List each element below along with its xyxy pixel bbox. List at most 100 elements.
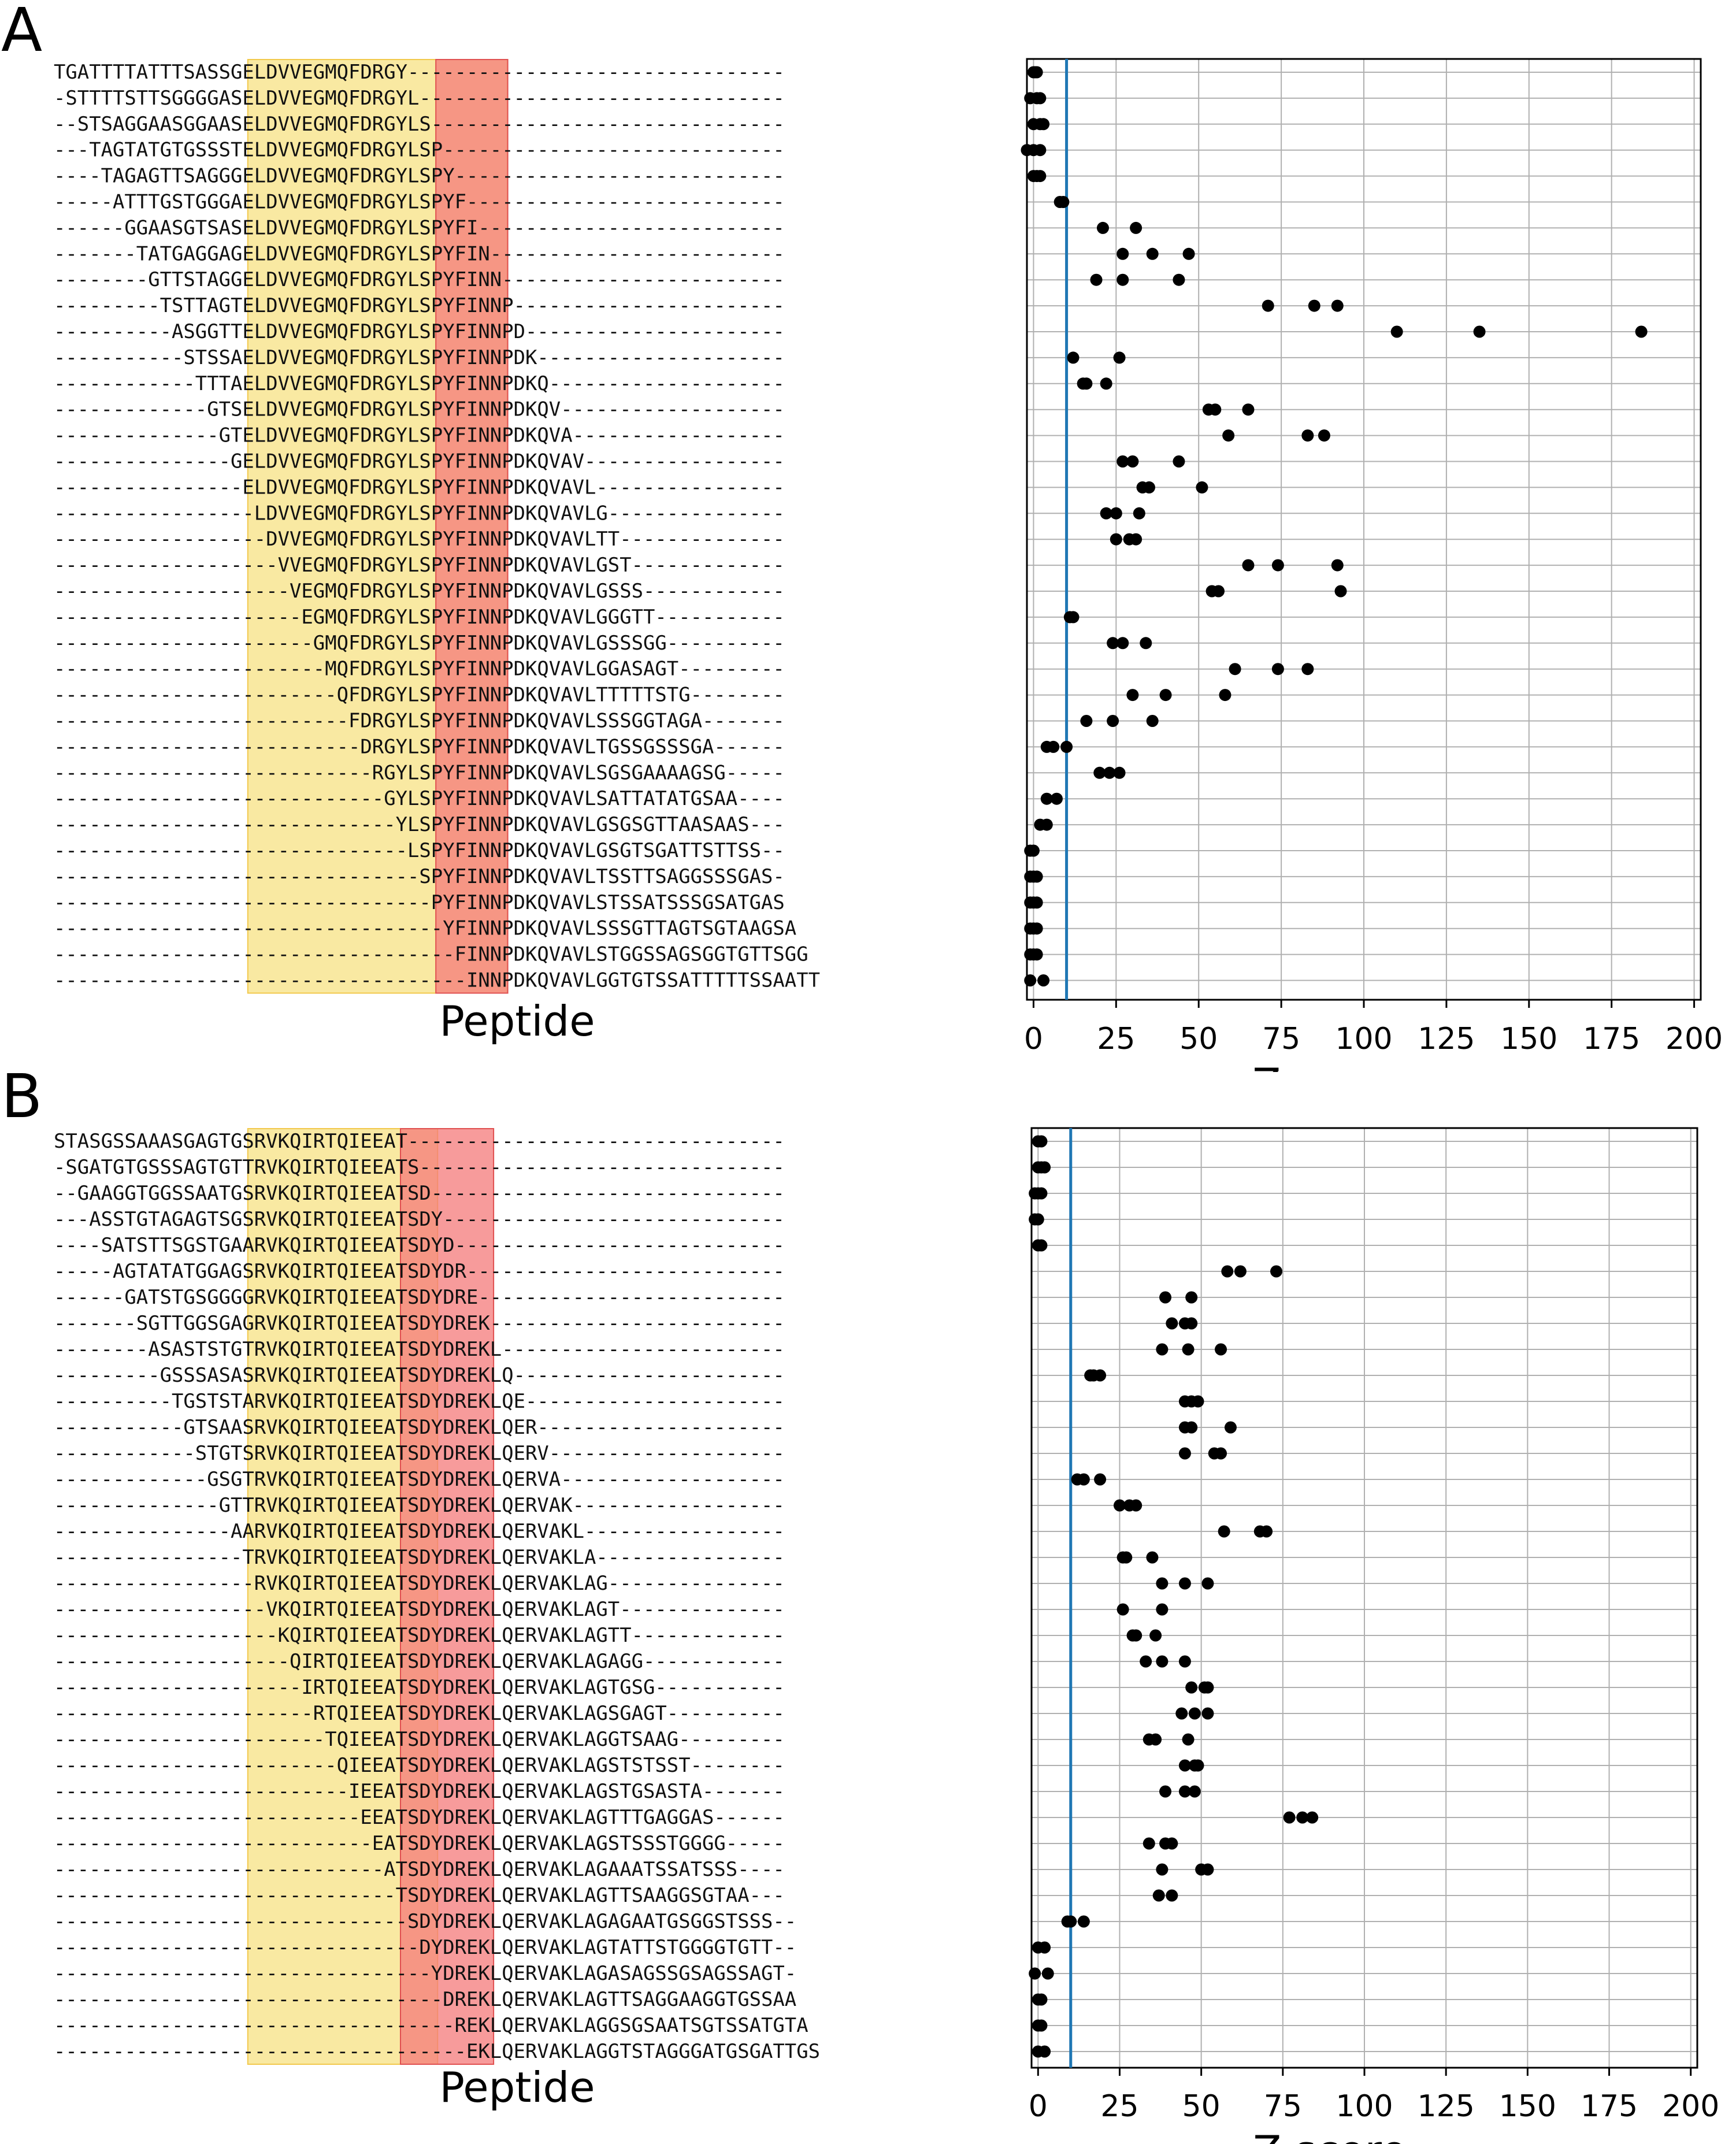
sequence-row: ---------------AARVKQIRTQIEEATSDYDREKLQE… bbox=[54, 1520, 785, 1542]
sequence-row: ---------TSTTAGTELDVVEGMQFDRGYLSPYFINNP-… bbox=[54, 294, 785, 317]
z-score-point bbox=[1133, 507, 1145, 520]
x-tick-label: 0 bbox=[1024, 1022, 1043, 1056]
z-score-point bbox=[1038, 2045, 1051, 2058]
z-score-point bbox=[1331, 299, 1344, 312]
sequence-row: --------------------VEGMQFDRGYLSPYFINNPD… bbox=[54, 580, 785, 602]
sequence-row: --------------------------------YDREKLQE… bbox=[54, 1962, 796, 1985]
plot-frame bbox=[1026, 58, 1702, 1001]
sequence-row: ----TAGAGTTSAGGGELDVVEGMQFDRGYLSPY------… bbox=[54, 165, 785, 187]
sequence-row: ------GGAASGTSASELDVVEGMQFDRGYLSPYFI----… bbox=[54, 216, 785, 239]
sequence-row: -----------------------MQFDRGYLSPYFINNPD… bbox=[54, 658, 785, 680]
z-score-point bbox=[1080, 715, 1093, 727]
sequence-row: TGATTTTATTTSASSGELDVVEGMQFDRGY----------… bbox=[54, 61, 785, 83]
panel-a: A TGATTTTATTTSASSGELDVVEGMQFDRGY--------… bbox=[1, 0, 1723, 1072]
x-tick-label: 25 bbox=[1097, 1022, 1135, 1056]
z-score-point bbox=[1077, 1473, 1090, 1486]
z-score-point bbox=[1173, 455, 1185, 468]
sequence-row: ----------ASGGTTELDVVEGMQFDRGYLSPYFINNPD… bbox=[54, 320, 785, 343]
z-score-point bbox=[1040, 792, 1053, 805]
z-score-point bbox=[1166, 1837, 1178, 1850]
z-score-point bbox=[1037, 974, 1050, 986]
sequence-row: STASGSSAAASGAGTGSRVKQIRTQIEEAT----------… bbox=[54, 1130, 785, 1152]
sequence-row: --------------------------DRGYLSPYFINNPD… bbox=[54, 735, 785, 758]
z-score-point bbox=[1149, 1629, 1162, 1642]
z-score-point bbox=[1178, 1785, 1191, 1798]
sequence-row: -----AGTATATGGAGSRVKQIRTQIEEATSDYDR-----… bbox=[54, 1260, 785, 1282]
z-score-point bbox=[1034, 170, 1047, 183]
sequence-row: -----------------LDVVEGMQFDRGYLSPYFINNPD… bbox=[54, 502, 785, 524]
x-tick-label: 125 bbox=[1418, 2089, 1475, 2124]
z-score-point bbox=[1301, 429, 1314, 442]
z-score-point bbox=[1188, 1707, 1201, 1720]
sequence-row: -------------------VVEGMQFDRGYLSPYFINNPD… bbox=[54, 554, 785, 576]
z-score-point bbox=[1126, 689, 1139, 702]
sequence-row: -----ATTTGSTGGGAELDVVEGMQFDRGYLSPYF-----… bbox=[54, 191, 785, 213]
z-score-point bbox=[1178, 1447, 1191, 1460]
z-score-point bbox=[1331, 559, 1344, 572]
sequence-row: ---------------------------------DREKLQE… bbox=[54, 1988, 796, 2011]
sequence-row: ---------------------------RGYLSPYFINNPD… bbox=[54, 761, 785, 784]
z-score-point bbox=[1212, 585, 1225, 598]
z-score-point bbox=[1034, 92, 1047, 105]
z-score-point bbox=[1159, 689, 1172, 702]
z-score-point bbox=[1027, 844, 1040, 857]
z-score-point bbox=[1473, 325, 1486, 338]
z-score-point bbox=[1146, 247, 1159, 260]
z-score-point bbox=[1390, 325, 1403, 338]
sequence-row: ----SATSTTSGSTGAARVKQIRTQIEEATSDYD------… bbox=[54, 1234, 785, 1256]
sequence-row: ----------------ELDVVEGMQFDRGYLSPYFINNPD… bbox=[54, 476, 785, 498]
z-score-point bbox=[1262, 299, 1274, 312]
z-score-point bbox=[1029, 1967, 1041, 1980]
z-score-point bbox=[1185, 1421, 1198, 1434]
sequence-row: -----------------RVKQIRTQIEEATSDYDREKLQE… bbox=[54, 1572, 785, 1594]
z-score-point bbox=[1130, 533, 1143, 546]
z-score-point bbox=[1077, 1915, 1090, 1928]
panel-b-figure: STASGSSAAASGAGTGSRVKQIRTQIEEAT----------… bbox=[54, 1127, 1719, 2144]
z-score-point bbox=[1064, 1915, 1077, 1928]
sequence-row: ------------------------QFDRGYLSPYFINNPD… bbox=[54, 684, 785, 706]
z-score-point bbox=[1103, 766, 1116, 779]
sequence-row: ---------------------------------YFINNPD… bbox=[54, 917, 796, 940]
x-tick-label: 175 bbox=[1581, 2089, 1638, 2124]
z-score-point bbox=[1318, 429, 1330, 442]
z-score-point bbox=[1126, 455, 1139, 468]
z-score-point bbox=[1219, 689, 1231, 702]
sequence-row: --GAAGGTGGSSAATGSRVKQIRTQIEEATSD--------… bbox=[54, 1182, 785, 1204]
z-score-points bbox=[1029, 1135, 1319, 2058]
panel-a-label: A bbox=[1, 0, 43, 65]
z-score-point bbox=[1029, 66, 1041, 79]
sequence-row: --------------GTELDVVEGMQFDRGYLSPYFINNPD… bbox=[54, 424, 785, 447]
z-score-point bbox=[1047, 740, 1060, 753]
z-score-point bbox=[1234, 1265, 1247, 1278]
z-score-point bbox=[1175, 1707, 1188, 1720]
sequence-row: -----------STSSAELDVVEGMQFDRGYLSPYFINNPD… bbox=[54, 346, 785, 369]
z-score-point bbox=[1030, 922, 1043, 935]
z-score-point bbox=[1107, 715, 1119, 727]
z-score-point bbox=[1182, 1343, 1195, 1356]
sequence-row: ---------GSSSASASRVKQIRTQIEEATSDYDREKLQ-… bbox=[54, 1364, 785, 1386]
z-score-point bbox=[1038, 1941, 1051, 1954]
sequence-row: ---------------------IRTQIEEATSDYDREKLQE… bbox=[54, 1676, 785, 1698]
z-score-point bbox=[1146, 715, 1159, 727]
sequence-row: -------------GSGTRVKQIRTQIEEATSDYDREKLQE… bbox=[54, 1468, 785, 1490]
sequence-row: ------------------------QIEEATSDYDREKLQE… bbox=[54, 1754, 785, 1776]
sequence-row: ----------------------GMQFDRGYLSPYFINNPD… bbox=[54, 632, 785, 654]
z-score-point bbox=[1188, 1785, 1201, 1798]
sequence-row: --------------------------------PYFINNPD… bbox=[54, 891, 785, 914]
z-score-point bbox=[1120, 1551, 1133, 1564]
sequence-row: --------------------------EEATSDYDREKLQE… bbox=[54, 1806, 785, 1828]
sequence-row: ----------------------------------FINNPD… bbox=[54, 943, 808, 966]
sequence-row: --------------------QIRTQIEEATSDYDREKLQE… bbox=[54, 1650, 785, 1672]
sequence-row: -----------------------TQIEEATSDYDREKLQE… bbox=[54, 1728, 785, 1750]
sequence-row: ------------------------------SDYDREKLQE… bbox=[54, 1910, 796, 1932]
z-score-point bbox=[1229, 663, 1241, 676]
peptide-label: Peptide bbox=[439, 2063, 595, 2112]
z-score-point bbox=[1130, 221, 1143, 234]
x-tick-label: 100 bbox=[1336, 2089, 1393, 2124]
sequence-row: ------------STGTSRVKQIRTQIEEATSDYDREKLQE… bbox=[54, 1442, 785, 1464]
z-score-point bbox=[1034, 144, 1047, 157]
z-score-point bbox=[1209, 403, 1222, 416]
z-score-point bbox=[1057, 196, 1070, 208]
z-score-point bbox=[1166, 1889, 1178, 1902]
z-score-point bbox=[1030, 948, 1043, 961]
